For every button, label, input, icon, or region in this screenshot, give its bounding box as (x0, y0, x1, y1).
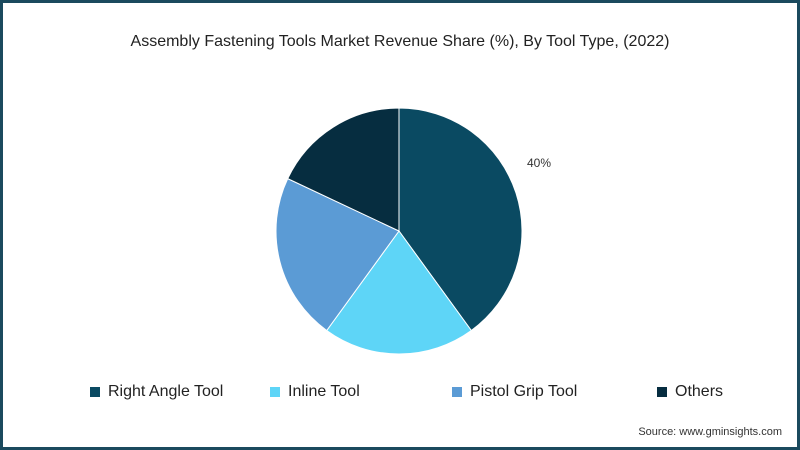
legend-label: Others (675, 383, 724, 400)
legend-item-inline: Inline Tool (270, 383, 360, 401)
pie-slice-right-angle-tool (398, 107, 523, 332)
chart-title: Assembly Fastening Tools Market Revenue … (130, 33, 670, 50)
data-label-right-angle: 40% (527, 156, 552, 170)
legend-label: Pistol Grip Tool (470, 383, 578, 400)
pie-slice-others (287, 107, 400, 232)
legend-label: Right Angle Tool (108, 383, 224, 400)
legend: Right Angle Tool Inline Tool Pistol Grip… (0, 383, 800, 403)
legend-swatch-icon (270, 387, 280, 397)
legend-label: Inline Tool (288, 383, 360, 400)
legend-item-pistol-grip: Pistol Grip Tool (452, 383, 577, 401)
source-note: Source: www.gminsights.com (638, 426, 782, 438)
legend-swatch-icon (452, 387, 462, 397)
legend-swatch-icon (90, 387, 100, 397)
pie-slice-inline-tool (326, 230, 472, 355)
legend-item-right-angle: Right Angle Tool (90, 383, 223, 401)
legend-item-others: Others (657, 383, 723, 401)
legend-swatch-icon (657, 387, 667, 397)
